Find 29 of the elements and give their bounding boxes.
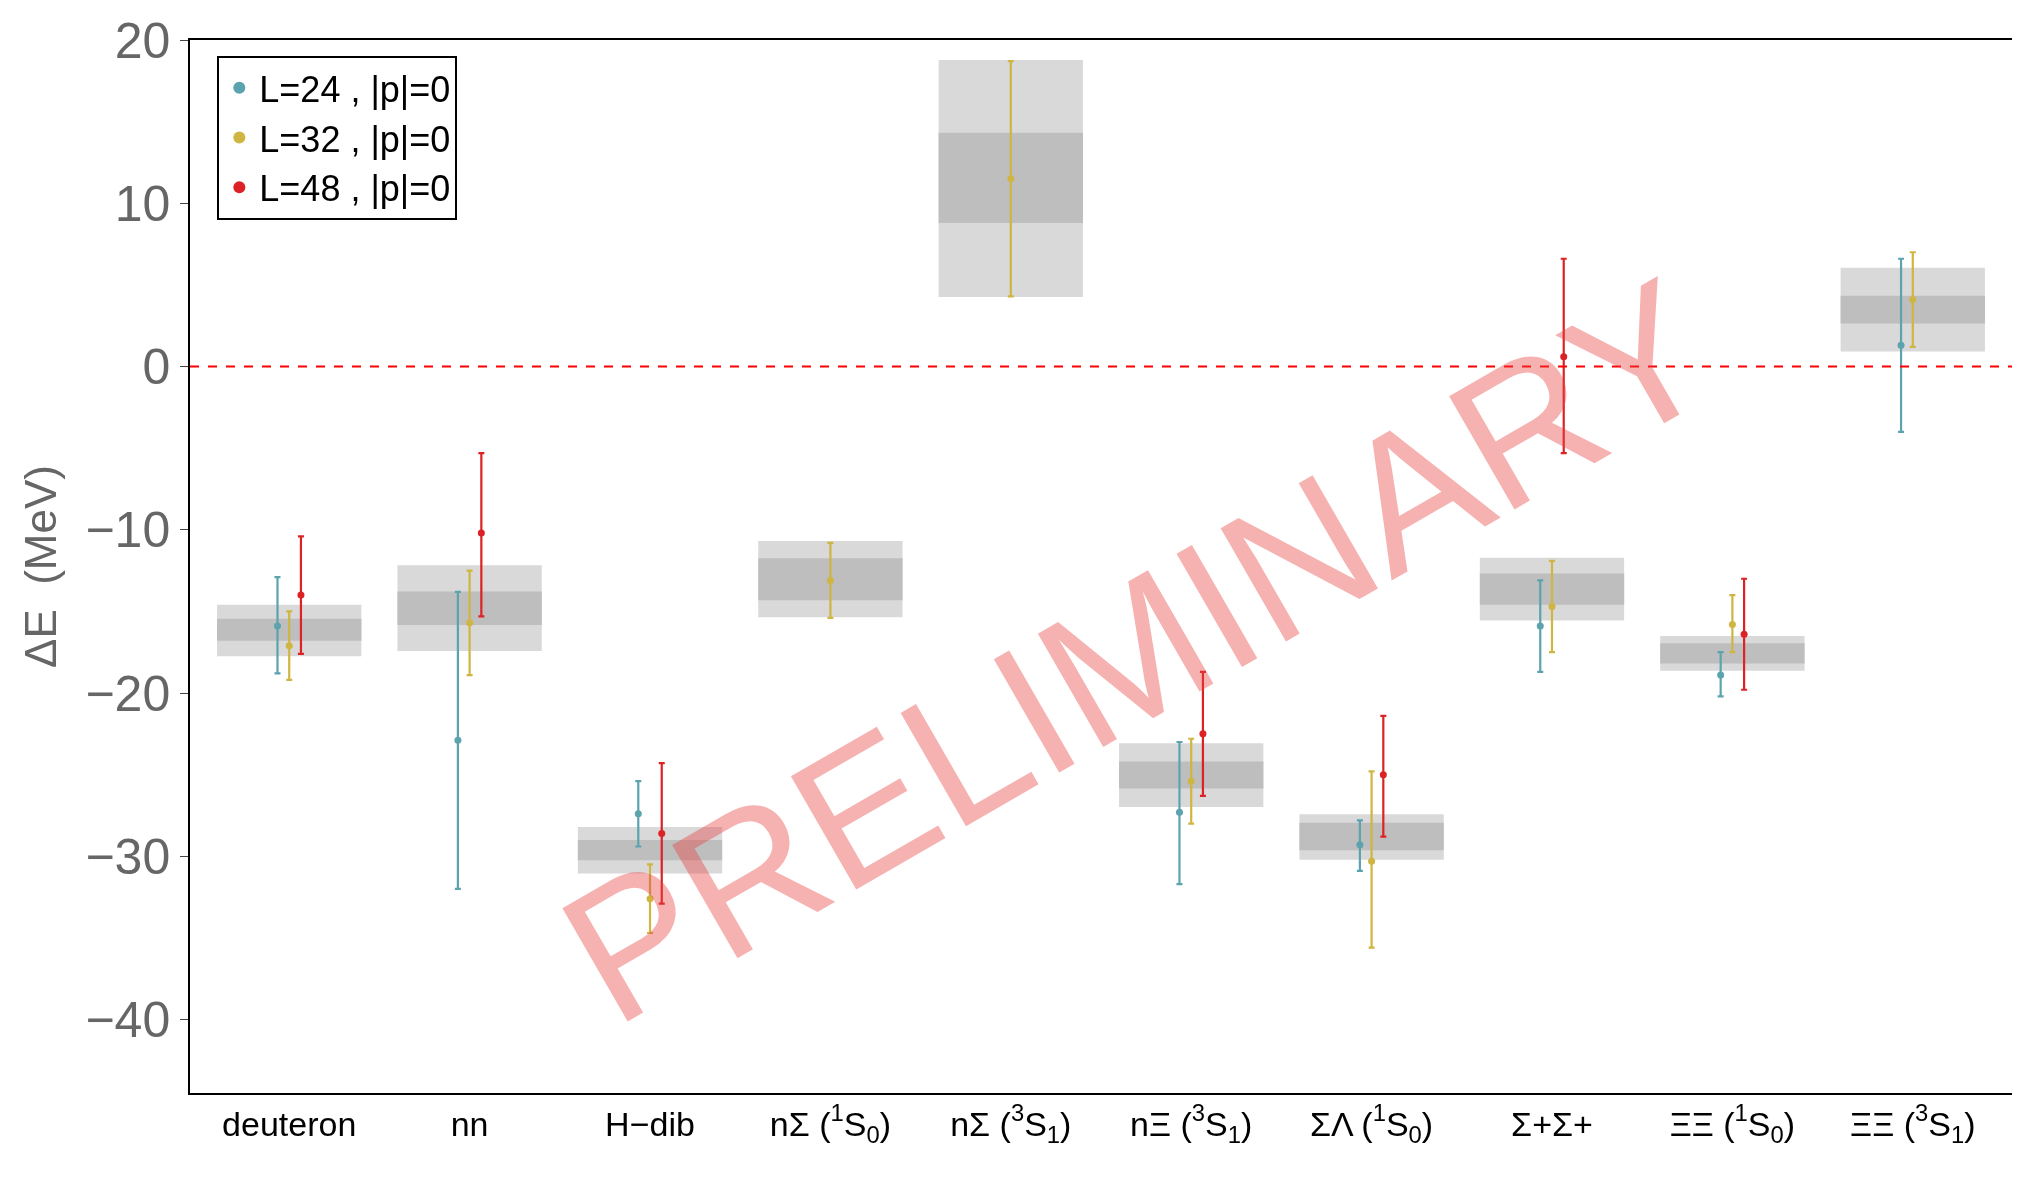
bar [1299,822,1444,851]
x-tick-label: Σ+Σ+ [1511,1104,1593,1143]
y-tick-label: −30 [85,828,171,885]
x-tick-label: nΣ ($^{1}$S$_{0}$) [769,1099,892,1148]
y-tick-label: −20 [85,665,171,722]
y-tick-label: −40 [85,992,171,1049]
bar [397,591,542,625]
x-tick-label: nΣ ($^{3}$S$_{1}$) [950,1099,1072,1148]
bar [758,558,903,601]
y-tick-label: 10 [114,175,171,232]
x-tick-label: nΞ ($^{3}$S$_{1}$) [1130,1099,1253,1148]
bar [1479,573,1625,605]
x-tick-label: H−dib [605,1104,695,1143]
x-tick-label: deuteron [222,1104,357,1143]
y-tick-label: −10 [85,502,171,559]
y-tick-label: 0 [142,339,171,396]
bar [1840,295,1985,324]
x-tick-label: nn [450,1104,489,1143]
legend-label: L=48 , |p|=0 [259,168,451,210]
x-tick-label: ΞΞ ($^{1}$S$_{0}$) [1669,1099,1796,1148]
x-tick-label: ΣΛ ($^{1}$S$_{0}$) [1310,1099,1434,1148]
legend-label: L=32 , |p|=0 [259,118,451,160]
legend-label: L=24 , |p|=0 [259,68,451,110]
y-tick-label: 20 [114,12,171,69]
bar [217,618,362,641]
x-tick-label: ΞΞ ($^{3}$S$_{1}$) [1850,1099,1976,1148]
bar [1119,761,1264,789]
bar [938,132,1083,224]
y-axis-title: ΔE (MeV) [16,465,66,668]
